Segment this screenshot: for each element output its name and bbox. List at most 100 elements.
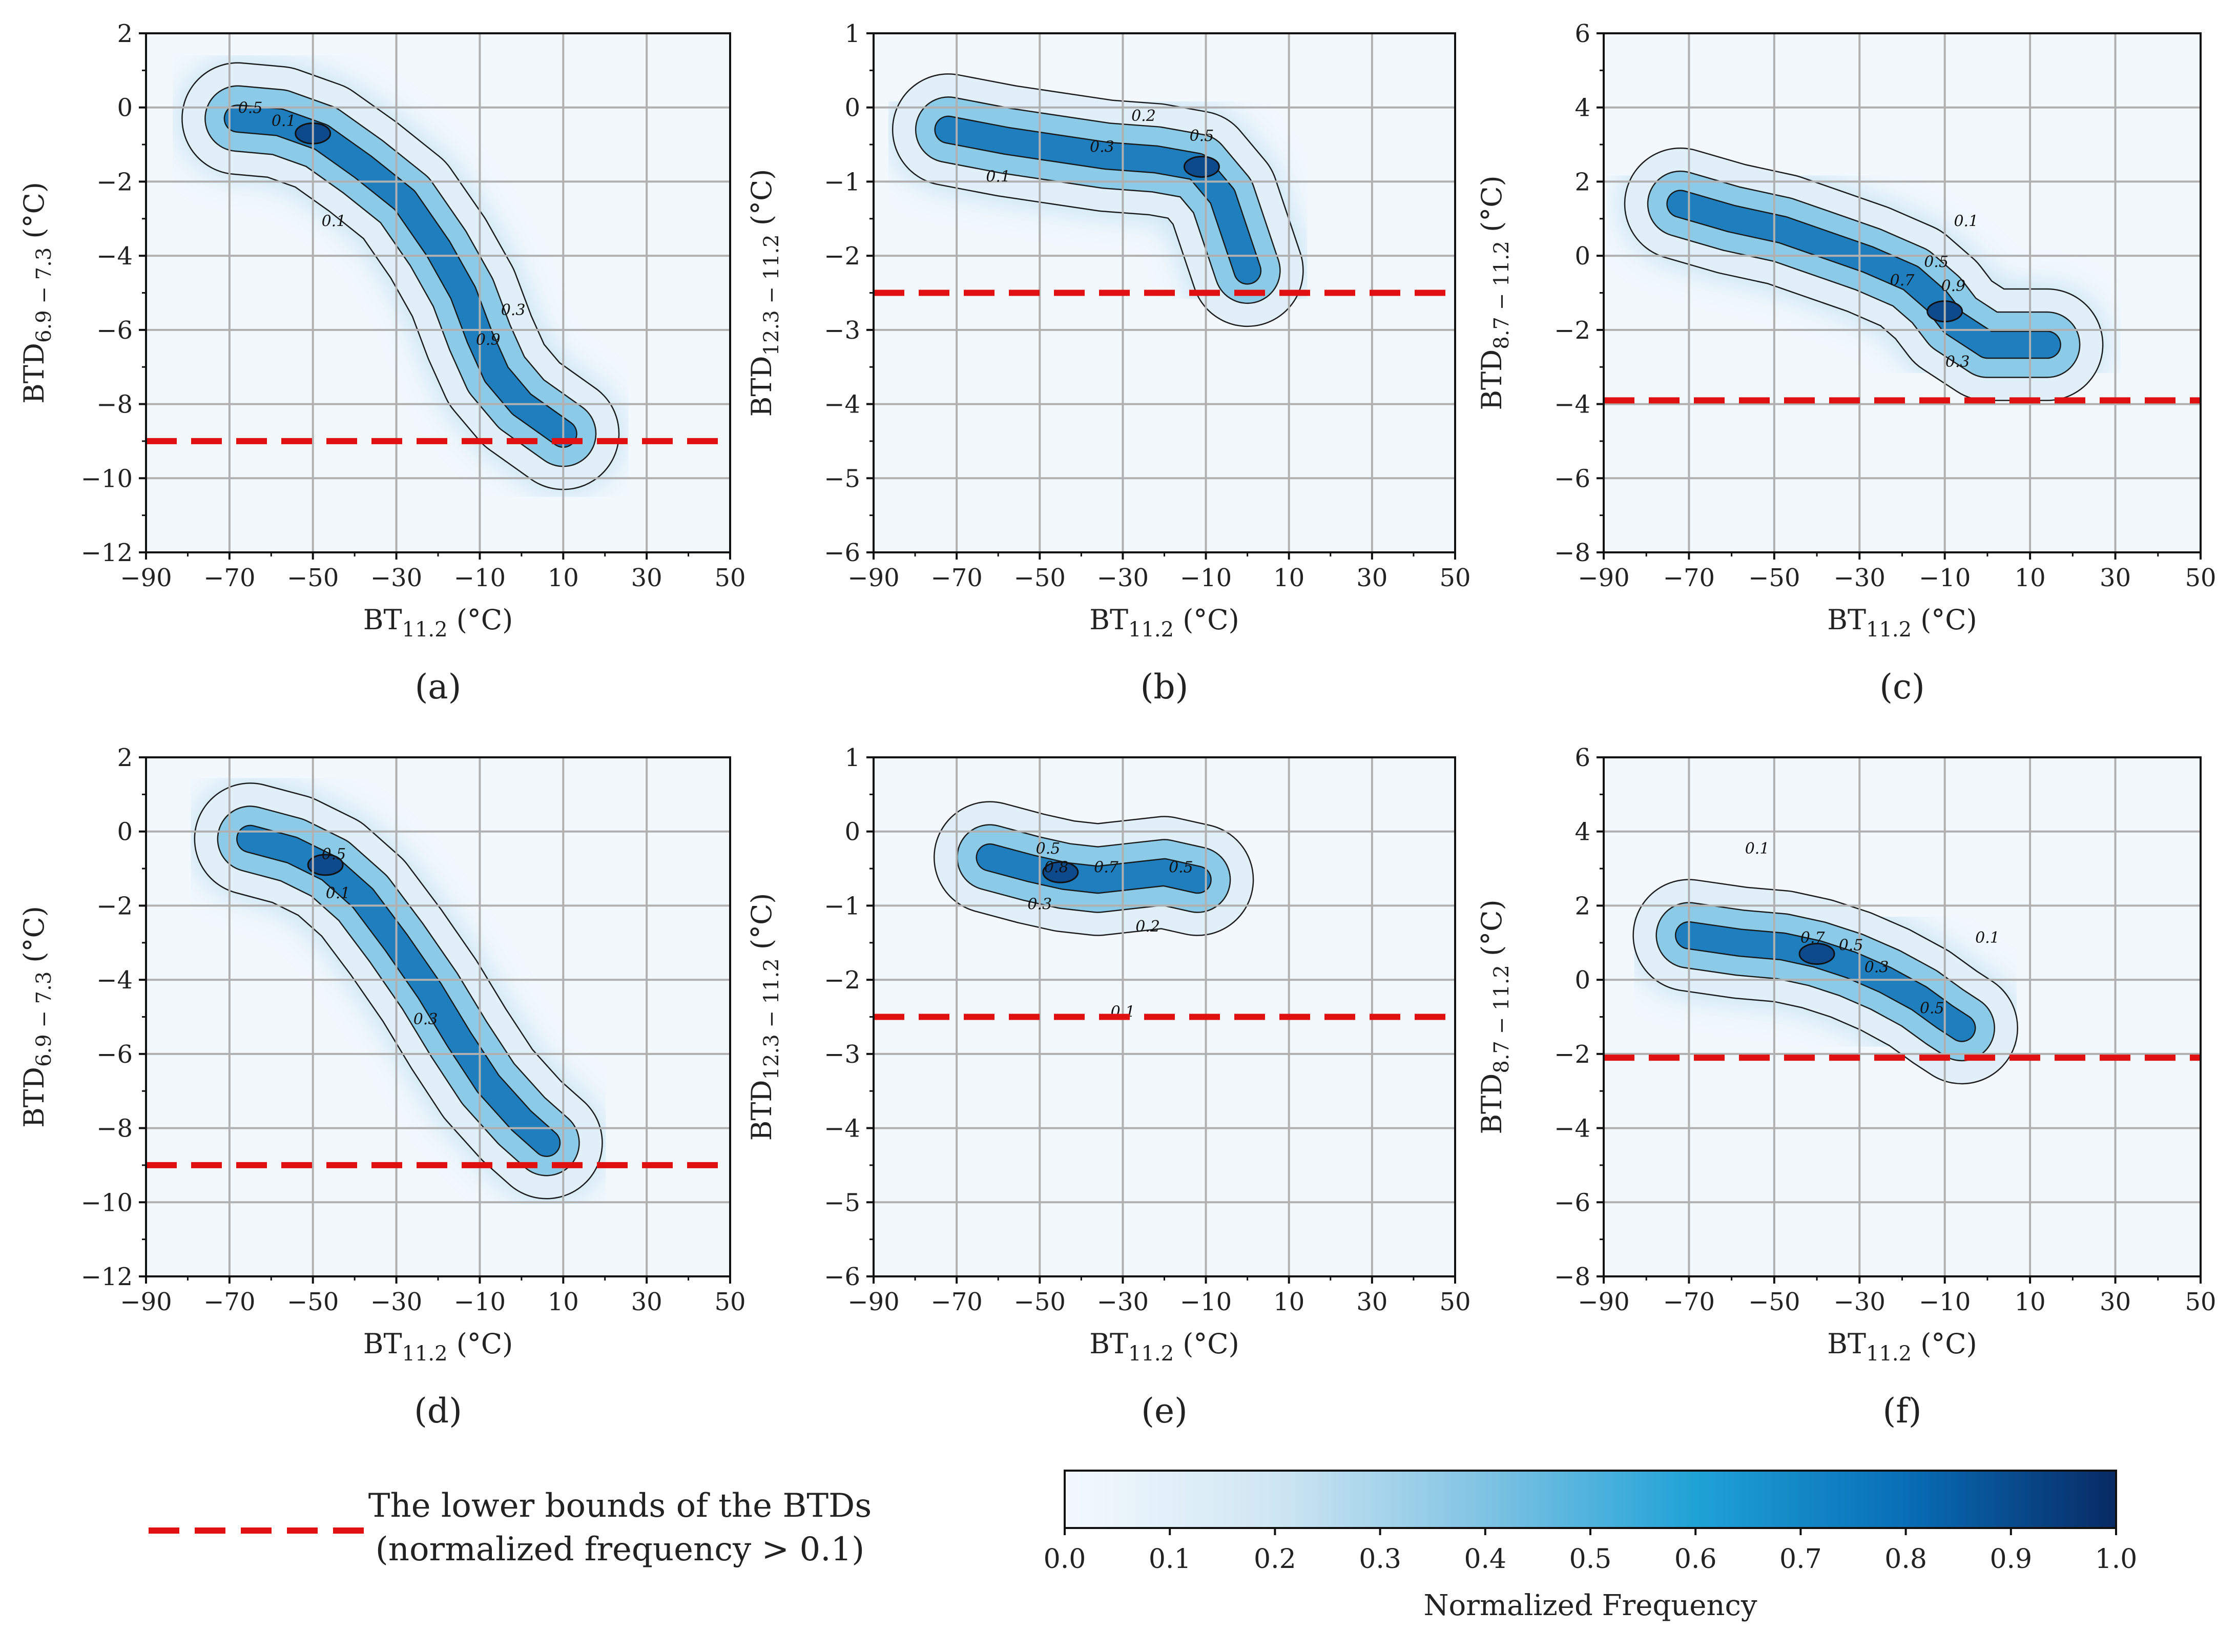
contour-label: 0.7 (1890, 272, 1915, 290)
x-axis-label-main: BT (363, 1328, 402, 1360)
contour-fill (935, 117, 1260, 284)
contour-label: 0.5 (1924, 253, 1949, 271)
x-tick-label: −90 (120, 564, 172, 592)
x-tick-label: −50 (1014, 564, 1066, 592)
y-tick-label: −6 (824, 539, 860, 567)
y-axis-label-sub: 12.3 − 11.2 (760, 234, 783, 356)
x-axis-label-unit: (°C) (1912, 1328, 1977, 1360)
y-tick-label: −8 (96, 1114, 133, 1143)
x-tick-label: −50 (287, 1288, 339, 1316)
x-tick-label: −90 (1578, 564, 1629, 592)
x-tick-label: −90 (847, 564, 899, 592)
x-tick-label: 30 (631, 1288, 662, 1316)
contour-label: 0.2 (1135, 918, 1160, 936)
y-tick-label: −4 (96, 966, 133, 995)
y-tick-label: −2 (96, 892, 133, 920)
colorbar-tick-label: 0.3 (1359, 1544, 1401, 1575)
contour-label: 0.2 (1131, 107, 1156, 125)
x-tick-label: −10 (454, 1288, 506, 1316)
panels: 0.5 0.1 0.1 0.3 0.9 −90 −70 −50 −30 −10 10 30 50 −1 2 −… (18, 19, 2216, 1431)
x-tick-label: 50 (1439, 1288, 1470, 1316)
x-tick-label: −10 (1180, 564, 1232, 592)
y-axis-label-main: BTD (18, 343, 50, 404)
x-axis-label-unit: (°C) (1912, 604, 1977, 636)
contour-label: 0.1 (1954, 212, 1978, 230)
x-tick-label: −30 (370, 1288, 422, 1316)
panel-f: 0.10.7 0.50.30.10.5−90 −70 −50 −30 −10 10 30 50−… (1476, 744, 2216, 1431)
x-tick-label: 10 (2015, 1288, 2046, 1316)
x-tick-label: 50 (714, 564, 745, 592)
x-tick-label: 50 (714, 1288, 745, 1316)
y-tick-label: −10 (81, 1188, 133, 1217)
contour-label: 0.1 (1745, 840, 1770, 858)
y-tick-label: −4 (1554, 1114, 1590, 1143)
contour-label: 0.5 (238, 99, 263, 117)
panel-label: (a) (415, 667, 462, 707)
y-axis-label: BTD12.3 − 11.2 (°C) (745, 169, 783, 417)
x-axis-label-main: BT (1827, 604, 1866, 636)
y-axis-label: BTD6.9 − 7.3 (°C) (18, 906, 56, 1128)
x-tick-label: 10 (548, 564, 579, 592)
x-axis-label-sub: 11.2 (1866, 1342, 1912, 1366)
contour-label: 0.5 (1839, 936, 1863, 954)
y-tick-label: −4 (824, 1114, 860, 1143)
y-axis-label-main: BTD (1476, 349, 1508, 410)
x-tick-label: 10 (548, 1288, 579, 1316)
x-tick-label: −10 (1919, 1288, 1971, 1316)
x-tick-label: −90 (847, 1288, 899, 1316)
x-axis-label-sub: 11.2 (1866, 618, 1912, 642)
y-axis-label-sub: 12.3 − 11.2 (760, 958, 783, 1080)
x-axis-label: BT11.2 (°C) (1089, 604, 1239, 642)
contour-label: 0.5 (1036, 840, 1061, 858)
contour-label: 0.7 (1800, 929, 1826, 947)
colorbar-tick-label: 0.9 (1990, 1544, 2032, 1575)
y-tick-label: 4 (1574, 818, 1590, 846)
x-tick-label: −10 (1919, 564, 1971, 592)
x-tick-label: 30 (631, 564, 662, 592)
x-tick-label: −70 (203, 1288, 255, 1316)
contour-label: 0.1 (986, 168, 1010, 185)
y-tick-label: −1 (824, 168, 860, 196)
contour-peak (307, 854, 344, 876)
x-tick-label: −90 (1578, 1288, 1629, 1316)
x-axis-label-unit: (°C) (448, 1328, 513, 1360)
panel-e: 0.50.8 0.7 0.50.30.20.1−90 −70 −50 −30 −10 10 30… (745, 744, 1471, 1431)
y-axis-label-unit: (°C) (18, 906, 50, 972)
y-axis-label: BTD12.3 − 11.2 (°C) (745, 893, 783, 1141)
colorbar: 0.0 0.1 0.2 0.3 0.4 0.5 0.6 0.7 0.8 0.9 1.0 Normal… (1044, 1470, 2138, 1622)
y-tick-label: −6 (1554, 1188, 1590, 1217)
x-axis-label-unit: (°C) (1174, 1328, 1239, 1360)
x-axis-label: BT11.2 (°C) (1089, 1328, 1239, 1366)
colorbar-tick-label: 1.0 (2095, 1544, 2138, 1575)
colorbar-tick-label: 0.8 (1884, 1544, 1927, 1575)
contour-label: 0.9 (476, 331, 501, 349)
x-axis-label-sub: 11.2 (402, 1342, 448, 1366)
contour-label: 0.5 (322, 845, 346, 863)
x-tick-label: −70 (930, 1288, 982, 1316)
x-axis-label-main: BT (1827, 1328, 1866, 1360)
x-tick-label: −50 (1014, 1288, 1066, 1316)
y-tick-label: −4 (824, 390, 860, 419)
y-tick-label: 2 (117, 19, 133, 48)
x-tick-label: −30 (1834, 1288, 1885, 1316)
x-tick-label: −50 (1748, 564, 1800, 592)
panel-label: (c) (1879, 667, 1924, 707)
x-axis-label: BT11.2 (°C) (363, 1328, 513, 1366)
panel-a: 0.5 0.1 0.1 0.30.9 −90 −70 −50 −30 −10 10 30 50 −12 −… (18, 19, 746, 707)
y-axis-label-sub: 8.7 − 11.2 (1490, 241, 1514, 349)
contour-label: 0.3 (413, 1010, 438, 1028)
y-axis-label-unit: (°C) (1476, 175, 1508, 241)
panel-label: (b) (1141, 667, 1189, 707)
y-axis-label-unit: (°C) (18, 182, 50, 247)
x-tick-label: 10 (1273, 1288, 1304, 1316)
contour-label: 0.9 (1941, 277, 1965, 295)
y-tick-label: −2 (824, 242, 860, 271)
contour-label: 0.8 (1044, 858, 1069, 876)
y-tick-label: 0 (117, 94, 133, 122)
x-tick-label: 30 (1356, 1288, 1387, 1316)
x-tick-label: −30 (370, 564, 422, 592)
contour-peak (1183, 155, 1220, 178)
x-axis-label-main: BT (1089, 1328, 1128, 1360)
contour-label: 0.1 (1975, 929, 2000, 947)
x-axis-label-unit: (°C) (448, 604, 513, 636)
